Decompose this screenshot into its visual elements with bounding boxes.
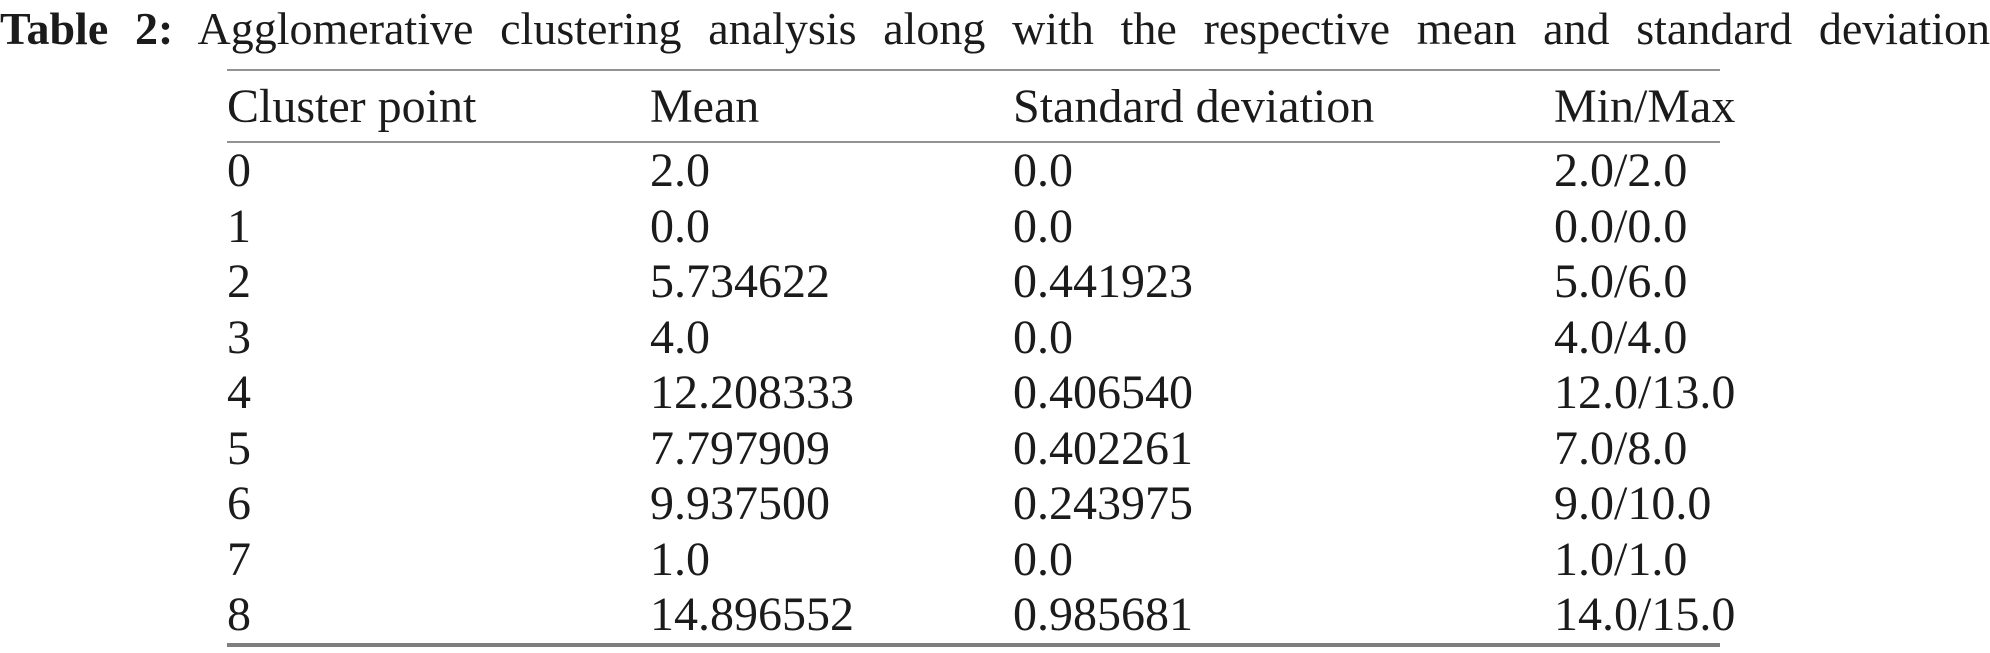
cell-standard-deviation: 0.243975 [1013,477,1193,531]
table-row: 5 7.797909 0.402261 7.0/8.0 [227,421,1720,477]
table-row: 1 0.0 0.0 0.0/0.0 [227,199,1720,255]
cell-cluster-point: 0 [227,144,251,198]
cell-mean: 14.896552 [650,588,854,642]
cell-mean: 12.208333 [650,366,854,420]
cell-cluster-point: 3 [227,310,251,364]
cell-mean: 4.0 [650,310,710,364]
cell-standard-deviation: 0.985681 [1013,588,1193,642]
cell-standard-deviation: 0.0 [1013,310,1073,364]
table-row: 4 12.208333 0.406540 12.0/13.0 [227,365,1736,421]
cell-min-max: 9.0/10.0 [1554,477,1712,531]
table-row: 0 2.0 0.0 2.0/2.0 [227,142,1720,199]
table-caption: Table 2: Agglomerative clustering analys… [0,0,1990,58]
cell-cluster-point: 5 [227,421,251,475]
cell-cluster-point: 4 [227,366,251,420]
table-header: Cluster point Mean Standard deviation Mi… [227,70,1735,143]
cell-min-max: 4.0/4.0 [1554,310,1688,364]
cell-standard-deviation: 0.0 [1013,199,1073,253]
table-caption-label: Table 2: [0,3,174,54]
cell-min-max: 14.0/15.0 [1554,588,1736,642]
cell-standard-deviation: 0.0 [1013,532,1073,586]
cell-min-max: 0.0/0.0 [1554,199,1688,253]
col-header-standard-deviation: Standard deviation [1013,70,1554,143]
cell-standard-deviation: 0.0 [1013,144,1073,198]
cell-min-max: 7.0/8.0 [1554,421,1688,475]
cell-min-max: 5.0/6.0 [1554,255,1688,309]
clustering-table: Cluster point Mean Standard deviation Mi… [227,69,1736,647]
table-row: 7 1.0 0.0 1.0/1.0 [227,532,1720,588]
header-row: Cluster point Mean Standard deviation Mi… [227,70,1735,143]
cell-min-max: 2.0/2.0 [1554,144,1688,198]
cell-mean: 0.0 [650,199,710,253]
cell-cluster-point: 8 [227,588,251,642]
col-header-mean: Mean [650,70,1013,143]
cell-min-max: 1.0/1.0 [1554,532,1688,586]
cell-cluster-point: 2 [227,255,251,309]
cell-mean: 7.797909 [650,421,830,475]
cell-mean: 1.0 [650,532,710,586]
col-header-cluster-point: Cluster point [227,70,650,143]
table-caption-text: Agglomerative clustering analysis along … [197,3,1990,54]
table-row: 3 4.0 0.0 4.0/4.0 [227,310,1720,366]
cell-cluster-point: 1 [227,199,251,253]
cell-standard-deviation: 0.402261 [1013,421,1193,475]
cell-min-max: 12.0/13.0 [1554,366,1736,420]
cell-standard-deviation: 0.406540 [1013,366,1193,420]
cell-mean: 9.937500 [650,477,830,531]
table-row: 8 14.896552 0.985681 14.0/15.0 [227,587,1736,645]
cell-cluster-point: 6 [227,477,251,531]
cell-mean: 2.0 [650,144,710,198]
cell-standard-deviation: 0.441923 [1013,255,1193,309]
cell-mean: 5.734622 [650,255,830,309]
table-row: 6 9.937500 0.243975 9.0/10.0 [227,476,1720,532]
table-row: 2 5.734622 0.441923 5.0/6.0 [227,254,1720,310]
table-body: 0 2.0 0.0 2.0/2.0 1 0.0 0.0 0.0/0.0 2 5.734622 0.4… [227,142,1736,645]
col-header-min-max: Min/Max [1554,70,1735,143]
cell-cluster-point: 7 [227,532,251,586]
